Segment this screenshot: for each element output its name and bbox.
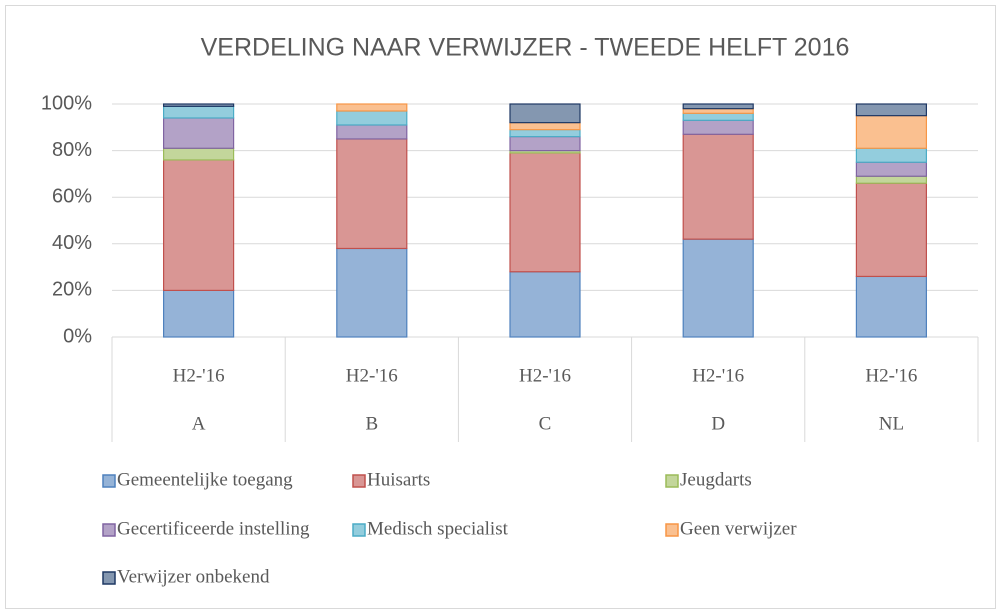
legend-label: Huisarts xyxy=(367,469,430,490)
bar-segment xyxy=(509,271,581,338)
bar-segment xyxy=(855,103,928,117)
category-label: D xyxy=(711,413,725,434)
y-tick-label: 0% xyxy=(63,325,92,347)
bar-segment xyxy=(855,175,928,184)
bar-segment xyxy=(163,159,235,291)
legend-swatch xyxy=(665,523,679,537)
bar-segment xyxy=(682,112,754,121)
bar-segment xyxy=(682,103,754,110)
bar-segment xyxy=(336,103,408,112)
period-label: H2-'16 xyxy=(346,365,398,386)
legend-swatch xyxy=(102,523,116,537)
category-label: B xyxy=(365,413,378,434)
legend-label: Gecertificeerde instelling xyxy=(117,518,310,539)
legend-swatch xyxy=(102,571,116,585)
bar-segment xyxy=(163,105,235,119)
period-label: H2-'16 xyxy=(865,365,917,386)
bar-segment xyxy=(855,115,928,149)
bar-segment xyxy=(336,110,408,126)
legend-label: Medisch specialist xyxy=(367,518,509,539)
bar-segment xyxy=(509,152,581,273)
legend-label: Jeugdarts xyxy=(680,469,752,490)
bar-segment xyxy=(336,124,408,140)
y-tick-label: 40% xyxy=(52,232,92,254)
y-tick-label: 60% xyxy=(52,185,92,207)
bar-segment xyxy=(336,138,408,250)
bar-segment xyxy=(163,103,235,107)
category-label: C xyxy=(539,413,552,434)
legend-swatch xyxy=(102,474,116,488)
category-label: NL xyxy=(879,413,904,434)
bar-segment xyxy=(336,247,408,338)
bar-segment xyxy=(682,108,754,114)
bar-segment xyxy=(163,117,235,149)
y-tick-label: 100% xyxy=(41,92,92,114)
period-label: H2-'16 xyxy=(173,365,225,386)
legend-swatch xyxy=(352,523,366,537)
bar-segment xyxy=(682,238,754,338)
bar-segment xyxy=(855,161,928,177)
period-label: H2-'16 xyxy=(519,365,571,386)
legend-label: Geen verwijzer xyxy=(680,518,797,539)
period-label: H2-'16 xyxy=(692,365,744,386)
bar-segment xyxy=(855,275,928,338)
bar-segment xyxy=(509,103,581,124)
bar-segment xyxy=(682,133,754,240)
bar-segment xyxy=(163,147,235,161)
legend-label: Gemeentelijke toegang xyxy=(117,469,293,490)
bar-segment xyxy=(855,182,928,278)
bar-segment xyxy=(509,122,581,131)
legend-swatch xyxy=(665,474,679,488)
bar-segment xyxy=(509,129,581,138)
legend-label: Verwijzer onbekend xyxy=(117,566,270,587)
category-label: A xyxy=(192,413,206,434)
y-tick-label: 20% xyxy=(52,279,92,301)
bar-segment xyxy=(682,119,754,135)
legend-swatch xyxy=(352,474,366,488)
bar-segment xyxy=(509,136,581,152)
bar-segment xyxy=(855,147,928,163)
y-tick-label: 80% xyxy=(52,139,92,161)
chart-title: VERDELING NAAR VERWIJZER - TWEEDE HELFT … xyxy=(201,34,850,62)
bar-segment xyxy=(163,289,235,338)
